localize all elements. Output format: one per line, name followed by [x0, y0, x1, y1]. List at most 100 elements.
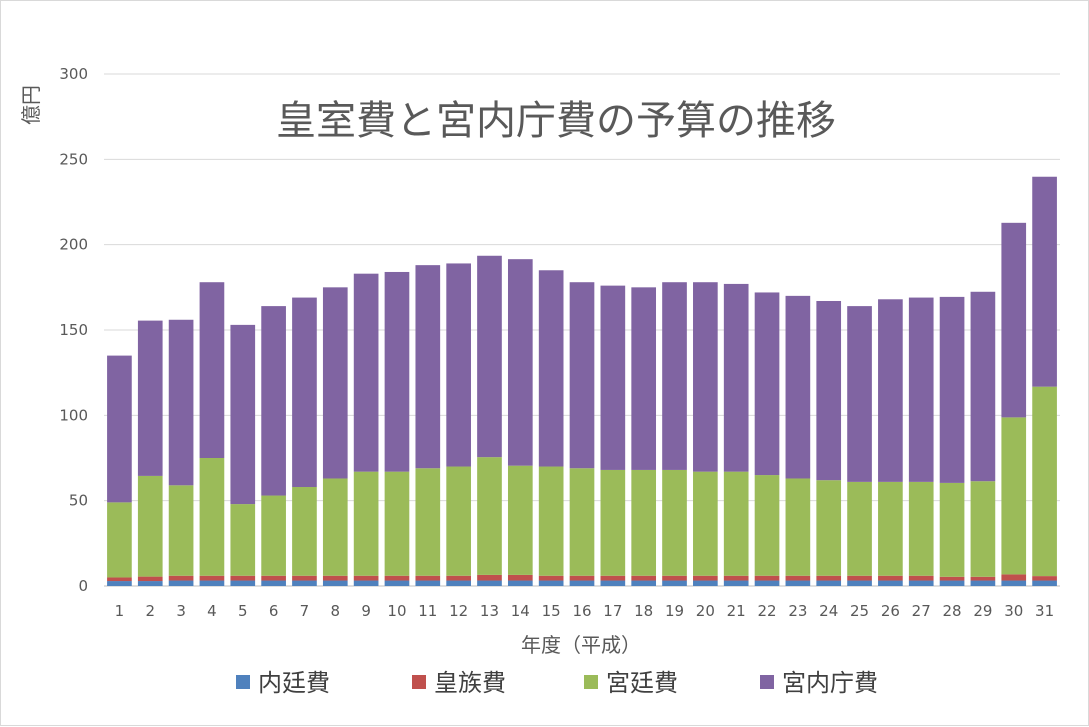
bar-segment-4-29 [970, 291, 996, 482]
bar-segment-2-7 [292, 575, 317, 581]
bar-segment-1-26 [878, 580, 903, 586]
bar-segment-1-30 [1001, 580, 1027, 586]
x-tick-label: 9 [361, 602, 371, 620]
bar-segment-1-15 [538, 580, 564, 586]
bar-segment-4-13 [477, 255, 502, 458]
bar-segment-3-22 [754, 475, 780, 576]
bar-segment-4-16 [569, 282, 595, 469]
bars [107, 176, 1057, 586]
x-tick-label: 15 [542, 602, 561, 620]
bar-segment-1-5 [230, 580, 256, 586]
bar-segment-1-9 [353, 580, 379, 586]
bar-segment-3-14 [507, 465, 533, 575]
legend-label: 内廷費 [258, 669, 330, 697]
bar-segment-2-21 [723, 575, 749, 581]
bar-segment-4-1 [107, 355, 132, 503]
x-tick-label: 10 [387, 602, 406, 620]
bar-segment-2-14 [507, 574, 533, 581]
bar-segment-3-4 [199, 458, 225, 576]
bar-segment-3-17 [600, 469, 626, 576]
bar-segment-1-21 [723, 580, 749, 586]
bar-segment-3-10 [384, 471, 410, 576]
legend-swatch [236, 675, 250, 689]
bar-segment-4-14 [507, 259, 533, 466]
bar-segment-2-3 [168, 575, 194, 581]
bar-segment-3-7 [292, 487, 317, 576]
bar-segment-1-8 [322, 580, 348, 586]
bar-segment-2-2 [137, 576, 163, 582]
bar-segment-1-29 [970, 580, 996, 586]
bar-segment-4-5 [230, 324, 256, 505]
bar-segment-4-23 [785, 295, 811, 479]
bar-segment-3-31 [1032, 386, 1057, 577]
bar-segment-4-19 [662, 282, 687, 470]
bar-segment-3-11 [415, 468, 441, 576]
bar-segment-2-20 [693, 575, 718, 581]
bar-segment-1-28 [939, 580, 965, 586]
bar-segment-4-26 [878, 299, 903, 482]
bar-segment-1-25 [847, 580, 872, 586]
bar-segment-4-10 [384, 271, 410, 472]
y-tick-label: 100 [59, 406, 88, 424]
bar-segment-4-18 [631, 287, 657, 470]
x-tick-label: 23 [788, 602, 807, 620]
x-tick-label: 22 [757, 602, 776, 620]
bar-segment-2-15 [538, 575, 564, 581]
bar-segment-1-4 [199, 580, 225, 586]
bar-segment-4-21 [723, 283, 749, 472]
bar-segment-3-26 [878, 481, 903, 576]
bar-segment-2-25 [847, 575, 872, 581]
bar-segment-2-26 [878, 575, 903, 581]
x-tick-label: 16 [572, 602, 591, 620]
x-tick-label: 28 [943, 602, 962, 620]
x-tick-label: 25 [850, 602, 869, 620]
x-tick-label: 8 [331, 602, 341, 620]
bar-segment-1-19 [662, 580, 687, 586]
bar-segment-4-12 [446, 263, 471, 467]
x-tick-label: 6 [269, 602, 279, 620]
bar-segment-3-6 [261, 495, 286, 576]
y-axis-title: 億円 [19, 85, 43, 125]
bar-segment-4-28 [939, 296, 965, 483]
bar-segment-2-27 [908, 575, 934, 581]
y-tick-label: 200 [59, 236, 88, 254]
bar-segment-4-7 [292, 297, 317, 488]
x-tick-label: 30 [1004, 602, 1023, 620]
bar-segment-2-28 [939, 576, 965, 581]
bar-segment-3-9 [353, 471, 379, 576]
bar-segment-2-18 [631, 575, 657, 581]
bar-segment-2-13 [477, 574, 502, 581]
x-tick-label: 17 [603, 602, 622, 620]
bar-segment-1-23 [785, 580, 811, 586]
bar-segment-3-12 [446, 466, 471, 576]
x-tick-label: 24 [819, 602, 838, 620]
bar-segment-3-30 [1001, 417, 1027, 575]
bar-segment-1-16 [569, 580, 595, 586]
bar-segment-4-24 [816, 300, 842, 481]
bar-segment-2-22 [754, 575, 780, 581]
bar-segment-1-27 [908, 580, 934, 586]
bar-segment-2-19 [662, 575, 687, 581]
bar-segment-3-2 [137, 475, 163, 577]
legend-label: 宮内庁費 [782, 669, 878, 697]
bar-segment-1-13 [477, 580, 502, 586]
legend-swatch [412, 675, 426, 689]
bar-segment-2-31 [1032, 576, 1057, 581]
bar-segment-2-23 [785, 575, 811, 581]
bar-segment-3-29 [970, 481, 996, 577]
x-tick-label: 11 [418, 602, 437, 620]
bar-segment-3-3 [168, 485, 194, 576]
bar-segment-2-29 [970, 576, 996, 581]
legend-swatch [760, 675, 774, 689]
bar-segment-3-8 [322, 478, 348, 576]
bar-segment-1-17 [600, 580, 626, 586]
x-tick-label: 12 [449, 602, 468, 620]
bar-segment-2-6 [261, 575, 286, 581]
bar-segment-1-14 [507, 580, 533, 586]
x-tick-label: 29 [973, 602, 992, 620]
bar-segment-4-9 [353, 273, 379, 472]
x-tick-label: 31 [1035, 602, 1054, 620]
bar-segment-1-24 [816, 580, 842, 586]
x-tick-labels: 1 2 3 4 5 6 7 8 9 10 11 12 13 14 15 16 17 18 19 20 21 22 23 24 2… [115, 602, 1054, 620]
